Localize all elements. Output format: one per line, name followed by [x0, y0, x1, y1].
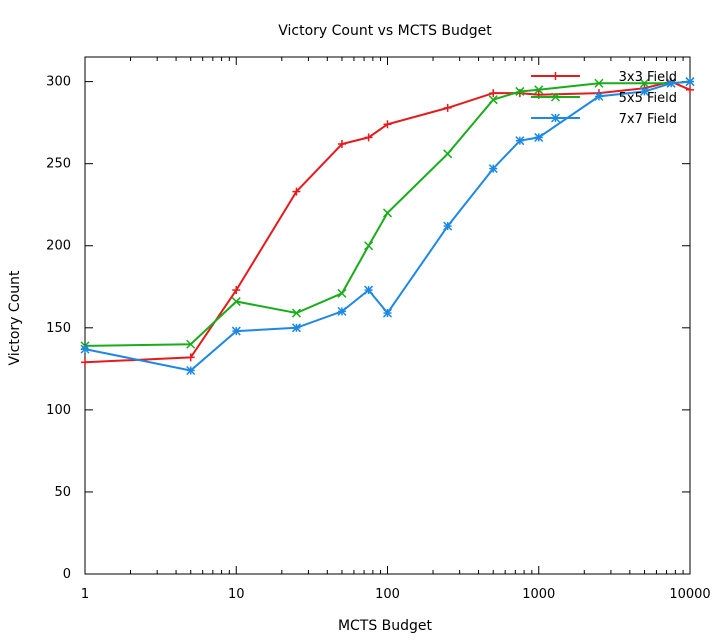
marker-stroke [291, 323, 301, 333]
y-tick-label: 50 [54, 485, 71, 500]
data-point-5x5-field [515, 86, 525, 96]
marker-stroke [80, 344, 90, 354]
marker-stroke [364, 241, 374, 251]
data-point-7x7-field [443, 221, 453, 231]
data-point-3x3-field [337, 139, 346, 148]
data-point-5x5-field [488, 95, 498, 105]
legend-item-3x3-field: 3x3 Field [531, 70, 677, 85]
data-point-7x7-field [594, 91, 604, 101]
marker-stroke [186, 339, 196, 349]
marker-stroke [364, 285, 374, 295]
data-point-7x7-field [382, 308, 393, 318]
legend: 3x3 Field 5x5 Field 7x7 Field [531, 70, 677, 127]
legend-marker [550, 92, 561, 102]
chart-title: Victory Count vs MCTS Budget [278, 23, 492, 39]
marker-stroke [639, 78, 649, 88]
y-tick-label: 200 [46, 239, 71, 254]
marker-stroke [291, 308, 301, 318]
marker-stroke [382, 308, 393, 318]
marker-stroke [231, 297, 241, 307]
marker-stroke [685, 77, 695, 87]
data-point-3x3-field [364, 133, 373, 142]
legend-label: 5x5 Field [619, 91, 677, 106]
marker-stroke [443, 221, 453, 231]
data-point-7x7-field [534, 132, 544, 142]
y-tick-label: 100 [46, 403, 71, 418]
data-point-3x3-field [292, 187, 301, 196]
data-point-7x7-field [364, 285, 374, 295]
marker-stroke [337, 306, 347, 316]
legend-label: 7x7 Field [619, 112, 677, 127]
legend-marker [551, 72, 560, 80]
marker-stroke [550, 92, 561, 102]
data-point-3x3-field [81, 358, 89, 367]
x-tick-label: 1 [81, 587, 89, 602]
x-tick-label: 1000 [522, 587, 555, 602]
data-point-5x5-field [534, 85, 544, 95]
marker-stroke [231, 326, 241, 336]
x-tick-label: 10000 [669, 587, 710, 602]
y-tick-label: 300 [46, 75, 71, 90]
y-axis-label: Victory Count [7, 270, 23, 365]
data-point-7x7-field [337, 306, 347, 316]
marker-stroke [515, 86, 525, 96]
data-point-7x7-field [80, 344, 90, 354]
data-point-3x3-field [186, 353, 195, 362]
data-point-3x3-field [232, 286, 241, 295]
legend-marker [550, 113, 561, 123]
legend-item-7x7-field: 7x7 Field [531, 112, 677, 127]
y-tick-label: 250 [46, 157, 71, 172]
data-point-7x7-field [488, 164, 498, 174]
marker-stroke [382, 208, 393, 218]
marker-stroke [534, 85, 544, 95]
marker-stroke [550, 113, 561, 123]
data-point-3x3-field [443, 103, 452, 112]
data-point-7x7-field [186, 365, 196, 376]
marker-stroke [488, 95, 498, 105]
data-point-7x7-field [291, 323, 301, 333]
marker-stroke [666, 78, 676, 88]
data-point-5x5-field [594, 78, 604, 88]
data-point-3x3-field [686, 85, 694, 94]
data-point-5x5-field [443, 149, 453, 159]
legend-label: 3x3 Field [619, 70, 677, 85]
data-point-7x7-field [515, 136, 525, 146]
data-point-5x5-field [364, 241, 374, 251]
x-axis-label: MCTS Budget [338, 618, 433, 634]
marker-stroke [337, 288, 347, 298]
axis-ticks: 0 50 100 150 200 250 300 1 10 100 1000 10000 [46, 57, 711, 602]
data-point-5x5-field [639, 78, 649, 88]
data-point-7x7-field [666, 78, 676, 88]
marker-stroke [639, 86, 649, 96]
series-group [80, 77, 695, 376]
data-point-3x3-field [489, 89, 498, 98]
x-tick-label: 10 [228, 587, 245, 602]
data-point-5x5-field [382, 208, 393, 218]
data-point-5x5-field [231, 297, 241, 307]
marker-stroke [534, 132, 544, 142]
data-point-3x3-field [383, 120, 392, 129]
marker-stroke [594, 78, 604, 88]
data-point-7x7-field [685, 77, 695, 87]
marker-stroke [515, 136, 525, 146]
data-point-5x5-field [337, 288, 347, 298]
y-tick-label: 0 [63, 567, 71, 582]
marker-stroke [186, 365, 196, 376]
series-3x3-field [81, 77, 694, 367]
marker-stroke [443, 149, 453, 159]
series-5x5-field [80, 77, 695, 351]
series-7x7-field [80, 77, 695, 376]
data-point-5x5-field [291, 308, 301, 318]
legend-item-5x5-field: 5x5 Field [531, 91, 677, 106]
x-tick-label: 100 [375, 587, 400, 602]
y-tick-label: 150 [46, 321, 71, 336]
data-point-7x7-field [231, 326, 241, 336]
marker-stroke [594, 91, 604, 101]
data-point-5x5-field [186, 339, 196, 349]
marker-stroke [488, 164, 498, 174]
data-point-7x7-field [639, 86, 649, 96]
